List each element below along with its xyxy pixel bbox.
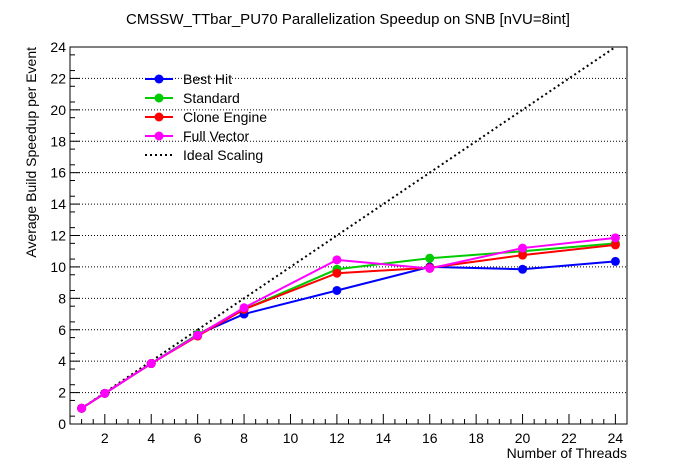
data-point — [332, 285, 342, 295]
x-tick-label: 24 — [608, 430, 624, 446]
series-line — [81, 243, 616, 410]
y-tick-label: 24 — [50, 39, 66, 55]
data-point — [425, 253, 435, 263]
legend-marker — [154, 74, 164, 84]
data-point — [332, 255, 342, 265]
legend-label: Full Vector — [183, 128, 249, 144]
data-point — [239, 303, 249, 313]
y-tick-label: 10 — [50, 259, 66, 275]
y-tick-label: 6 — [58, 322, 66, 338]
series-clone-engine — [77, 240, 620, 413]
x-tick-label: 2 — [101, 430, 109, 446]
data-point — [332, 268, 342, 278]
data-point — [425, 263, 435, 273]
legend-label: Best Hit — [183, 71, 232, 87]
y-tick-label: 16 — [50, 165, 66, 181]
legend-marker — [154, 131, 164, 141]
data-point — [100, 388, 110, 398]
legend-label: Clone Engine — [183, 109, 267, 125]
y-tick-label: 22 — [50, 70, 66, 86]
series-group — [77, 233, 620, 413]
y-tick-label: 4 — [58, 353, 66, 369]
legend-label: Ideal Scaling — [183, 147, 263, 163]
series-line — [81, 260, 616, 410]
data-point — [146, 359, 156, 369]
x-axis-title: Number of Threads — [507, 445, 627, 461]
legend-marker — [154, 112, 164, 122]
x-tick-label: 20 — [515, 430, 531, 446]
legend-item: Ideal Scaling — [145, 147, 263, 163]
series-standard — [77, 238, 620, 413]
data-point — [518, 243, 528, 253]
x-tick-label: 6 — [194, 430, 202, 446]
data-point — [610, 240, 620, 250]
x-tick-label: 10 — [283, 430, 299, 446]
legend-marker — [154, 93, 164, 103]
legend-item: Clone Engine — [145, 109, 267, 125]
y-tick-label: 2 — [58, 385, 66, 401]
legend: Best Hit Standard Clone Engine Full Vector I… — [145, 71, 267, 163]
legend-label: Standard — [183, 90, 240, 106]
data-point — [193, 330, 203, 340]
plot-frame — [69, 46, 628, 425]
x-tick-label: 12 — [329, 430, 345, 446]
legend-item: Full Vector — [145, 128, 249, 144]
chart-title: CMSSW_TTbar_PU70 Parallelization Speedup… — [126, 11, 570, 28]
series-best-hit — [77, 256, 620, 413]
y-tick-label: 12 — [50, 228, 66, 244]
legend-item: Standard — [145, 90, 240, 106]
legend-item: Best Hit — [145, 71, 232, 87]
y-tick-label: 14 — [50, 196, 66, 212]
x-tick-label: 8 — [240, 430, 248, 446]
y-tick-label: 18 — [50, 133, 66, 149]
data-point — [610, 256, 620, 266]
y-tick-label: 20 — [50, 102, 66, 118]
series-line — [81, 236, 616, 410]
y-tick-label: 8 — [58, 290, 66, 306]
x-tick-label: 4 — [147, 430, 155, 446]
data-point — [518, 250, 528, 260]
x-tick-label: 22 — [561, 430, 577, 446]
x-tick-label: 18 — [468, 430, 484, 446]
x-tick-label: 14 — [376, 430, 392, 446]
grid-lines — [70, 77, 627, 394]
series-full-vector — [77, 233, 620, 413]
x-tick-label: 16 — [422, 430, 438, 446]
y-tick-label: 0 — [58, 416, 66, 432]
data-point — [610, 233, 620, 243]
data-point — [518, 264, 528, 274]
data-point — [77, 403, 87, 413]
y-axis-title: Average Build Speedup per Event — [23, 47, 39, 258]
